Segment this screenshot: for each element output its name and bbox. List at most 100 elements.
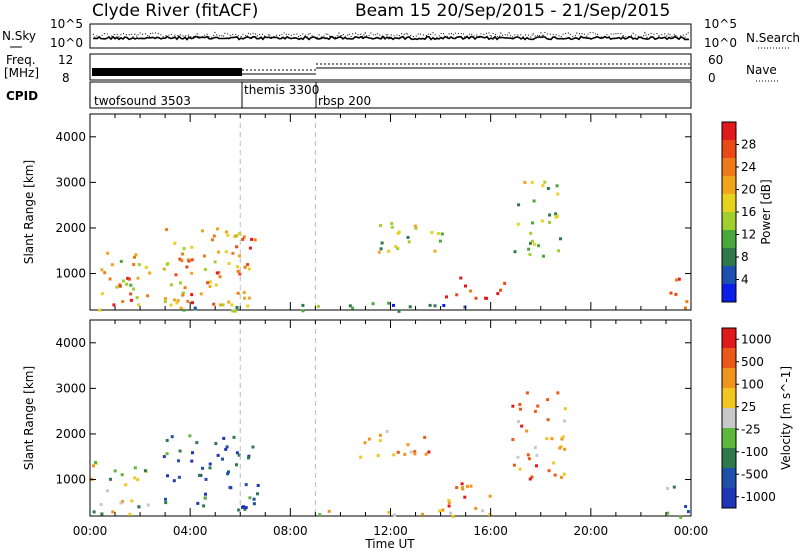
echo-cell	[371, 302, 375, 306]
echo-cell	[202, 504, 206, 508]
echo-cell	[533, 446, 537, 450]
echo-cell	[528, 477, 532, 481]
echo-cell	[121, 279, 125, 283]
echo-cell	[542, 254, 545, 258]
echo-cell	[241, 505, 244, 509]
echo-cell	[447, 500, 451, 504]
echo-cell	[235, 234, 239, 238]
colorbar-swatch	[722, 328, 736, 349]
echo-cell	[396, 450, 400, 454]
echo-cell	[556, 192, 560, 196]
echo-cell	[250, 237, 254, 241]
colorbar-swatch	[722, 122, 736, 141]
echo-cell	[440, 232, 444, 236]
time-axis: 00:00 04:00 08:00 12:00 16:00 20:00 00:00	[73, 524, 709, 538]
echo-cell	[527, 247, 531, 251]
echo-cell	[397, 230, 401, 234]
echo-cell	[190, 245, 194, 249]
echo-cell	[455, 486, 459, 489]
echo-cell	[406, 443, 410, 447]
echo-cell	[143, 469, 147, 473]
echo-cell	[558, 446, 562, 450]
colorbar-swatch	[722, 248, 736, 267]
echo-cell	[213, 260, 217, 264]
echo-cell	[129, 283, 133, 287]
echo-cell	[413, 450, 417, 454]
velocity-ylabel: Slant Range [km]	[22, 366, 36, 470]
colorbar-swatch	[722, 266, 736, 285]
echo-cell	[530, 475, 534, 479]
echo-cell	[109, 477, 112, 481]
echo-cell	[225, 445, 229, 449]
echo-cell	[118, 284, 122, 288]
echo-cell	[672, 485, 676, 489]
echo-cell	[190, 258, 194, 262]
echo-cell	[256, 492, 259, 496]
nsky-label: N.Sky	[2, 29, 36, 43]
echo-cell	[683, 306, 687, 310]
echo-cell	[385, 429, 389, 433]
echo-cell	[243, 296, 246, 300]
echo-cell	[393, 513, 397, 517]
y-tick-label: 1000	[55, 267, 86, 281]
echo-cell	[442, 304, 446, 307]
colorbar-tick-label: 12	[741, 228, 756, 242]
echo-cell	[164, 297, 167, 301]
echo-cell	[387, 510, 391, 514]
echo-cell	[499, 288, 503, 292]
echo-cell	[414, 226, 418, 230]
echo-cell	[390, 221, 394, 225]
echo-cell	[247, 454, 251, 458]
echo-cell	[169, 283, 173, 287]
echo-cell	[248, 496, 252, 500]
echo-cell	[474, 506, 478, 510]
freq-thick-segment	[92, 68, 242, 76]
echo-cell	[129, 292, 133, 296]
echo-cell	[177, 459, 180, 463]
echo-cell	[666, 511, 670, 515]
echo-cell	[559, 237, 562, 241]
nave-tick-bottom: 0	[708, 71, 716, 85]
nave-label: Nave	[746, 63, 777, 77]
echo-cell	[180, 259, 184, 263]
echo-cell	[134, 253, 138, 257]
colorbar-tick-label: 20	[741, 183, 756, 197]
echo-cell	[178, 257, 182, 261]
echo-cell	[253, 238, 257, 242]
colorbar-swatch	[722, 348, 736, 369]
freq-label: Freq.	[6, 53, 36, 67]
echo-cell	[464, 284, 467, 288]
echo-cell	[674, 292, 678, 296]
echo-cell	[199, 292, 203, 296]
freq-tick-top: 12	[58, 53, 73, 67]
echo-cell	[518, 403, 522, 406]
echo-cell	[530, 180, 534, 184]
echo-cell	[516, 222, 520, 226]
echo-cell	[236, 269, 240, 273]
echo-cell	[92, 510, 96, 514]
echo-cell	[519, 407, 522, 411]
echo-cell	[531, 221, 535, 225]
echo-cell	[367, 437, 371, 441]
echo-cell	[379, 224, 382, 228]
echo-cell	[301, 303, 305, 307]
time-tick-label: 16:00	[473, 524, 508, 538]
echo-cell	[377, 250, 381, 254]
echo-cell	[560, 437, 564, 441]
echo-cell	[221, 303, 225, 307]
echo-cell	[233, 234, 237, 238]
y-tick-label: 4000	[55, 130, 86, 144]
echo-cell	[120, 473, 124, 477]
echo-cell	[406, 235, 410, 239]
freq-panel: Freq. [MHz] 12 8 60 0 Nave	[4, 53, 778, 85]
echo-cell	[103, 271, 107, 275]
echo-cell	[129, 298, 133, 302]
echo-cell	[191, 301, 194, 305]
echo-cell	[562, 472, 566, 476]
echo-cell	[208, 280, 212, 284]
echo-cell	[379, 247, 383, 251]
echo-cell	[488, 513, 492, 516]
colorbar-tick-label: -25	[741, 422, 761, 436]
echo-cell	[437, 232, 441, 235]
